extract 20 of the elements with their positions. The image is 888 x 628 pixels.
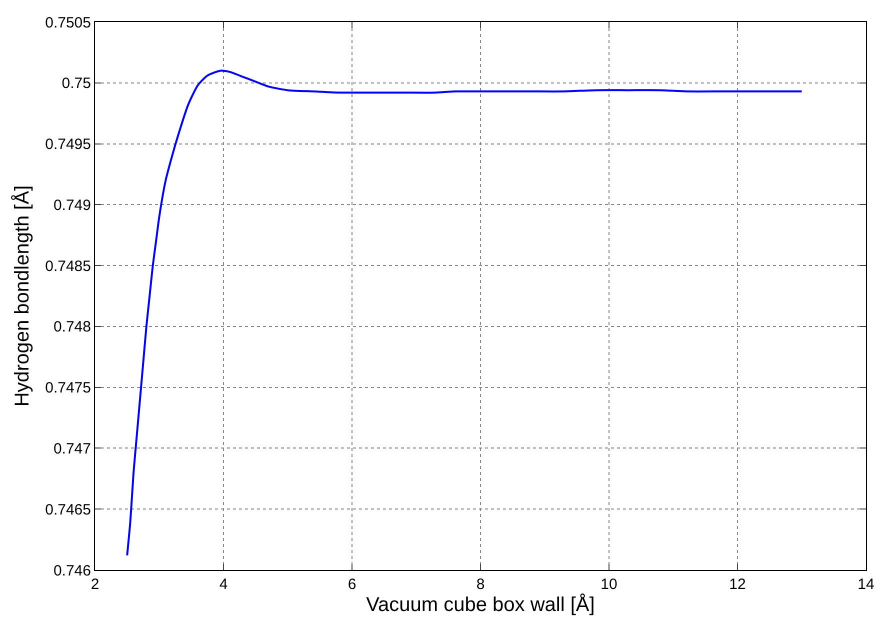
x-tick-label: 2 [90, 576, 100, 593]
y-tick-label: 0.7485 [45, 258, 91, 275]
x-tick-label: 4 [219, 576, 228, 593]
y-tick-label: 0.747 [53, 440, 91, 458]
y-tick-label: 0.7505 [45, 14, 91, 32]
x-axis-title: Vacuum cube box wall [Å] [366, 593, 595, 616]
y-tick-label: 0.7495 [45, 136, 91, 154]
x-tick-label: 6 [348, 576, 356, 593]
y-tick-label: 0.7475 [45, 380, 91, 397]
y-tick-label: 0.746 [53, 562, 91, 580]
x-tick-label: 12 [729, 576, 746, 593]
x-tick-label: 10 [600, 576, 618, 593]
y-tick-label: 0.749 [53, 196, 91, 214]
y-tick-label: 0.748 [53, 318, 91, 336]
y-axis-title: Hydrogen bondlength [Å] [10, 185, 34, 407]
y-tick-label: 0.75 [62, 75, 91, 92]
x-tick-label: 14 [858, 576, 874, 593]
line-series [126, 70, 803, 556]
x-tick-label: 8 [476, 576, 485, 593]
y-tick-label: 0.7465 [45, 501, 91, 518]
